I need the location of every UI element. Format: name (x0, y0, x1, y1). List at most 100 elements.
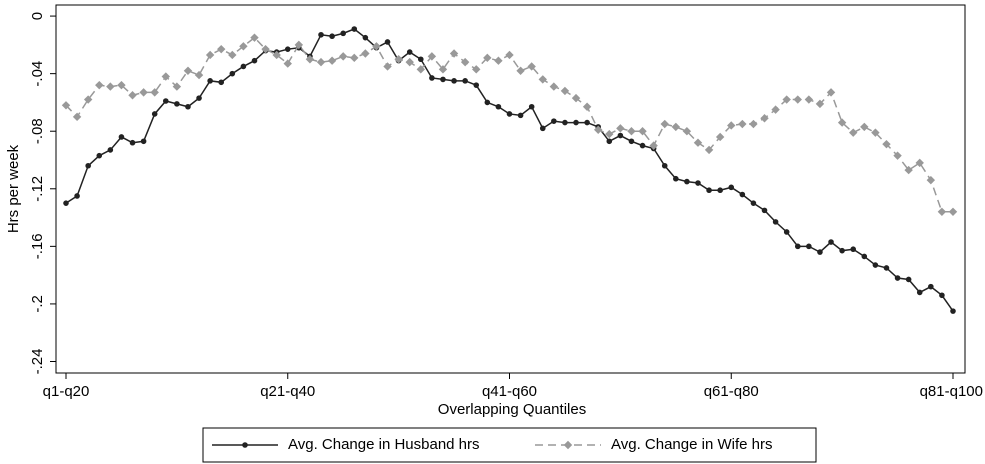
data-point (362, 34, 369, 41)
data-point (761, 207, 768, 214)
data-point (516, 66, 525, 75)
data-point (828, 239, 834, 245)
data-point (63, 200, 69, 206)
data-point (406, 49, 413, 55)
data-point (329, 33, 335, 40)
data-point (251, 57, 258, 64)
data-point (350, 53, 359, 63)
data-point (228, 50, 237, 60)
data-point (416, 65, 426, 74)
data-point (661, 162, 668, 169)
data-point (361, 49, 370, 58)
data-point (205, 50, 215, 60)
data-point (140, 138, 147, 145)
data-point (560, 86, 570, 96)
data-point (771, 105, 780, 114)
data-point (150, 88, 159, 97)
data-point (83, 95, 93, 104)
data-point (948, 207, 958, 217)
data-point (682, 127, 692, 136)
data-point (229, 70, 236, 77)
data-point (96, 152, 103, 159)
data-point (616, 124, 625, 133)
data-point (794, 243, 801, 250)
data-point (837, 118, 847, 127)
plot-frame (55, 4, 966, 374)
data-point (72, 112, 82, 122)
data-point (384, 39, 391, 45)
data-point (196, 95, 202, 101)
data-point (739, 191, 746, 198)
data-point (905, 276, 912, 283)
data-point (162, 98, 169, 104)
data-point (562, 119, 568, 126)
legend-label: Avg. Change in Husband hrs (288, 436, 480, 453)
y-tick-label: 0 (29, 12, 46, 20)
data-point (305, 55, 315, 64)
data-point (185, 103, 191, 110)
data-point (118, 134, 125, 140)
data-point (117, 80, 126, 90)
data-point (539, 125, 546, 132)
legend-box (202, 427, 817, 463)
x-axis-title: Overlapping Quantiles (438, 401, 586, 418)
data-point (440, 76, 446, 83)
data-point (418, 56, 424, 63)
data-point (483, 53, 492, 63)
data-point (239, 42, 248, 51)
data-point (85, 162, 91, 169)
data-point (861, 253, 868, 260)
data-point (106, 82, 115, 91)
data-point (151, 111, 158, 117)
x-tick-label: q61-q80 (704, 383, 759, 400)
data-point (294, 40, 304, 50)
data-point (872, 262, 879, 268)
data-point (128, 91, 137, 100)
data-point (926, 175, 936, 185)
data-point (606, 138, 613, 145)
data-point (74, 193, 80, 199)
data-point (684, 178, 690, 185)
data-point (639, 142, 646, 149)
data-point (783, 229, 790, 235)
data-point (549, 82, 559, 91)
data-point (849, 128, 858, 137)
data-point (517, 112, 524, 119)
y-axis-title: Hrs per week (5, 144, 22, 233)
data-point (760, 114, 769, 123)
data-point (484, 99, 491, 106)
data-point (916, 289, 923, 296)
data-point (372, 42, 381, 51)
data-point (460, 57, 470, 67)
data-point (693, 138, 703, 147)
data-point (860, 122, 869, 132)
data-point (605, 129, 614, 139)
data-point (728, 184, 735, 191)
data-point (250, 33, 259, 42)
data-point (129, 139, 136, 146)
data-point (727, 121, 736, 130)
data-point (826, 88, 836, 97)
data-point (340, 30, 346, 37)
data-point (139, 88, 148, 97)
data-point (950, 308, 956, 314)
x-tick-label: q41-q60 (482, 383, 537, 400)
data-point (573, 119, 579, 126)
data-point (427, 52, 437, 61)
data-point (937, 207, 947, 217)
data-point (750, 200, 757, 206)
data-point (883, 265, 890, 271)
data-point (717, 187, 723, 194)
data-point (283, 59, 292, 68)
data-point (327, 56, 337, 65)
data-point (107, 147, 114, 153)
data-point (593, 125, 603, 134)
data-point (217, 44, 226, 54)
data-point (506, 111, 513, 117)
data-point (817, 249, 823, 255)
data-point (394, 55, 403, 64)
data-point (894, 275, 901, 281)
data-point (871, 128, 880, 137)
x-tick-label: q21-q40 (260, 383, 315, 400)
